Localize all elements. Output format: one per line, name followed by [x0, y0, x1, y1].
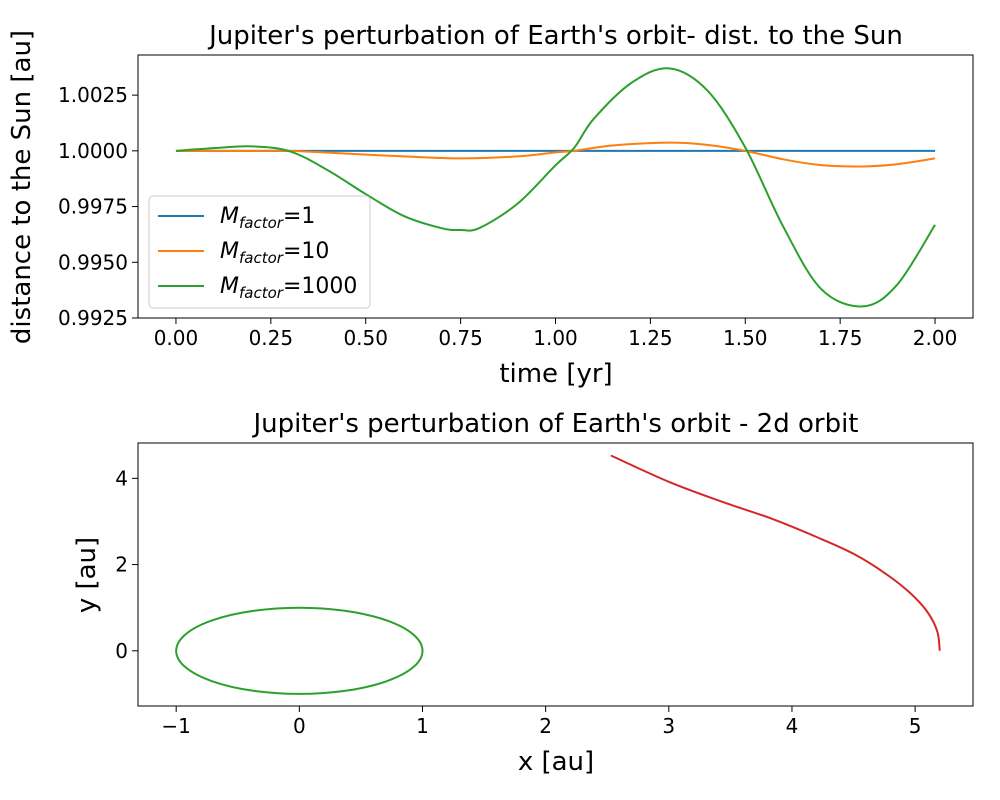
distance-xtick-label: 1.50: [723, 326, 768, 350]
distance-ytick-label: 1.0025: [58, 83, 128, 107]
distance-xtick-label: 1.00: [533, 326, 578, 350]
distance-xtick-label: 0.50: [343, 326, 388, 350]
distance-ytick-label: 0.9975: [58, 195, 128, 219]
distance-xtick-label: 0.25: [249, 326, 294, 350]
series-line-mfactor-1000: [175, 67, 936, 308]
distance-chart: Jupiter's perturbation of Earth's orbit-…: [7, 21, 974, 389]
orbit-ytick-label: 4: [115, 466, 128, 490]
legend-label-mfactor-10: Mfactor=10: [220, 239, 329, 267]
distance-plot-area: 0.00 0.25 0.50 0.75 1.00 1.25 1.50 1.75 2.00 0.99…: [58, 54, 974, 350]
legend: Mfactor=1 Mfactor=10 Mfactor=1000: [148, 195, 371, 309]
distance-chart-xlabel: time [yr]: [499, 359, 612, 389]
orbit-xtick-label: 3: [662, 714, 675, 738]
distance-xtick-label: 0.00: [154, 326, 199, 350]
distance-xtick-label: 2.00: [913, 326, 958, 350]
orbit-axes-frame: [137, 442, 974, 707]
distance-chart-title: Jupiter's perturbation of Earth's orbit-…: [207, 21, 903, 51]
distance-xtick-label: 1.25: [628, 326, 673, 350]
orbit-plot-area: −1 0 1 2 3 4 5 0 2 4: [115, 442, 974, 738]
orbit-chart-xlabel: x [au]: [518, 747, 594, 777]
orbit-ytick-label: 2: [115, 553, 128, 577]
series-line-mfactor-10: [175, 141, 936, 168]
orbit-chart: Jupiter's perturbation of Earth's orbit …: [72, 409, 974, 777]
distance-ytick-label: 1.0000: [58, 139, 128, 163]
distance-xtick-label: 1.75: [818, 326, 863, 350]
orbit-xtick-label: 4: [786, 714, 799, 738]
orbit-xtick-label: 5: [909, 714, 922, 738]
orbit-xtick-label: 1: [416, 714, 429, 738]
orbit-xtick-label: 0: [293, 714, 306, 738]
orbit-chart-title: Jupiter's perturbation of Earth's orbit …: [251, 409, 858, 439]
jupiter-orbit-line: [610, 454, 941, 651]
orbit-xtick-label: 2: [539, 714, 552, 738]
distance-ytick-label: 0.9950: [58, 250, 128, 274]
earth-orbit-line: [175, 606, 424, 695]
orbit-chart-ylabel: y [au]: [72, 537, 102, 613]
legend-label-mfactor-1000: Mfactor=1000: [220, 274, 357, 302]
distance-chart-ylabel: distance to the Sun [au]: [7, 30, 37, 344]
legend-box: [148, 195, 371, 309]
distance-ytick-label: 0.9925: [58, 306, 128, 330]
orbit-xtick-label: −1: [161, 714, 190, 738]
legend-label-mfactor-1: Mfactor=1: [220, 204, 315, 232]
orbit-ytick-label: 0: [115, 639, 128, 663]
distance-xtick-label: 0.75: [438, 326, 483, 350]
